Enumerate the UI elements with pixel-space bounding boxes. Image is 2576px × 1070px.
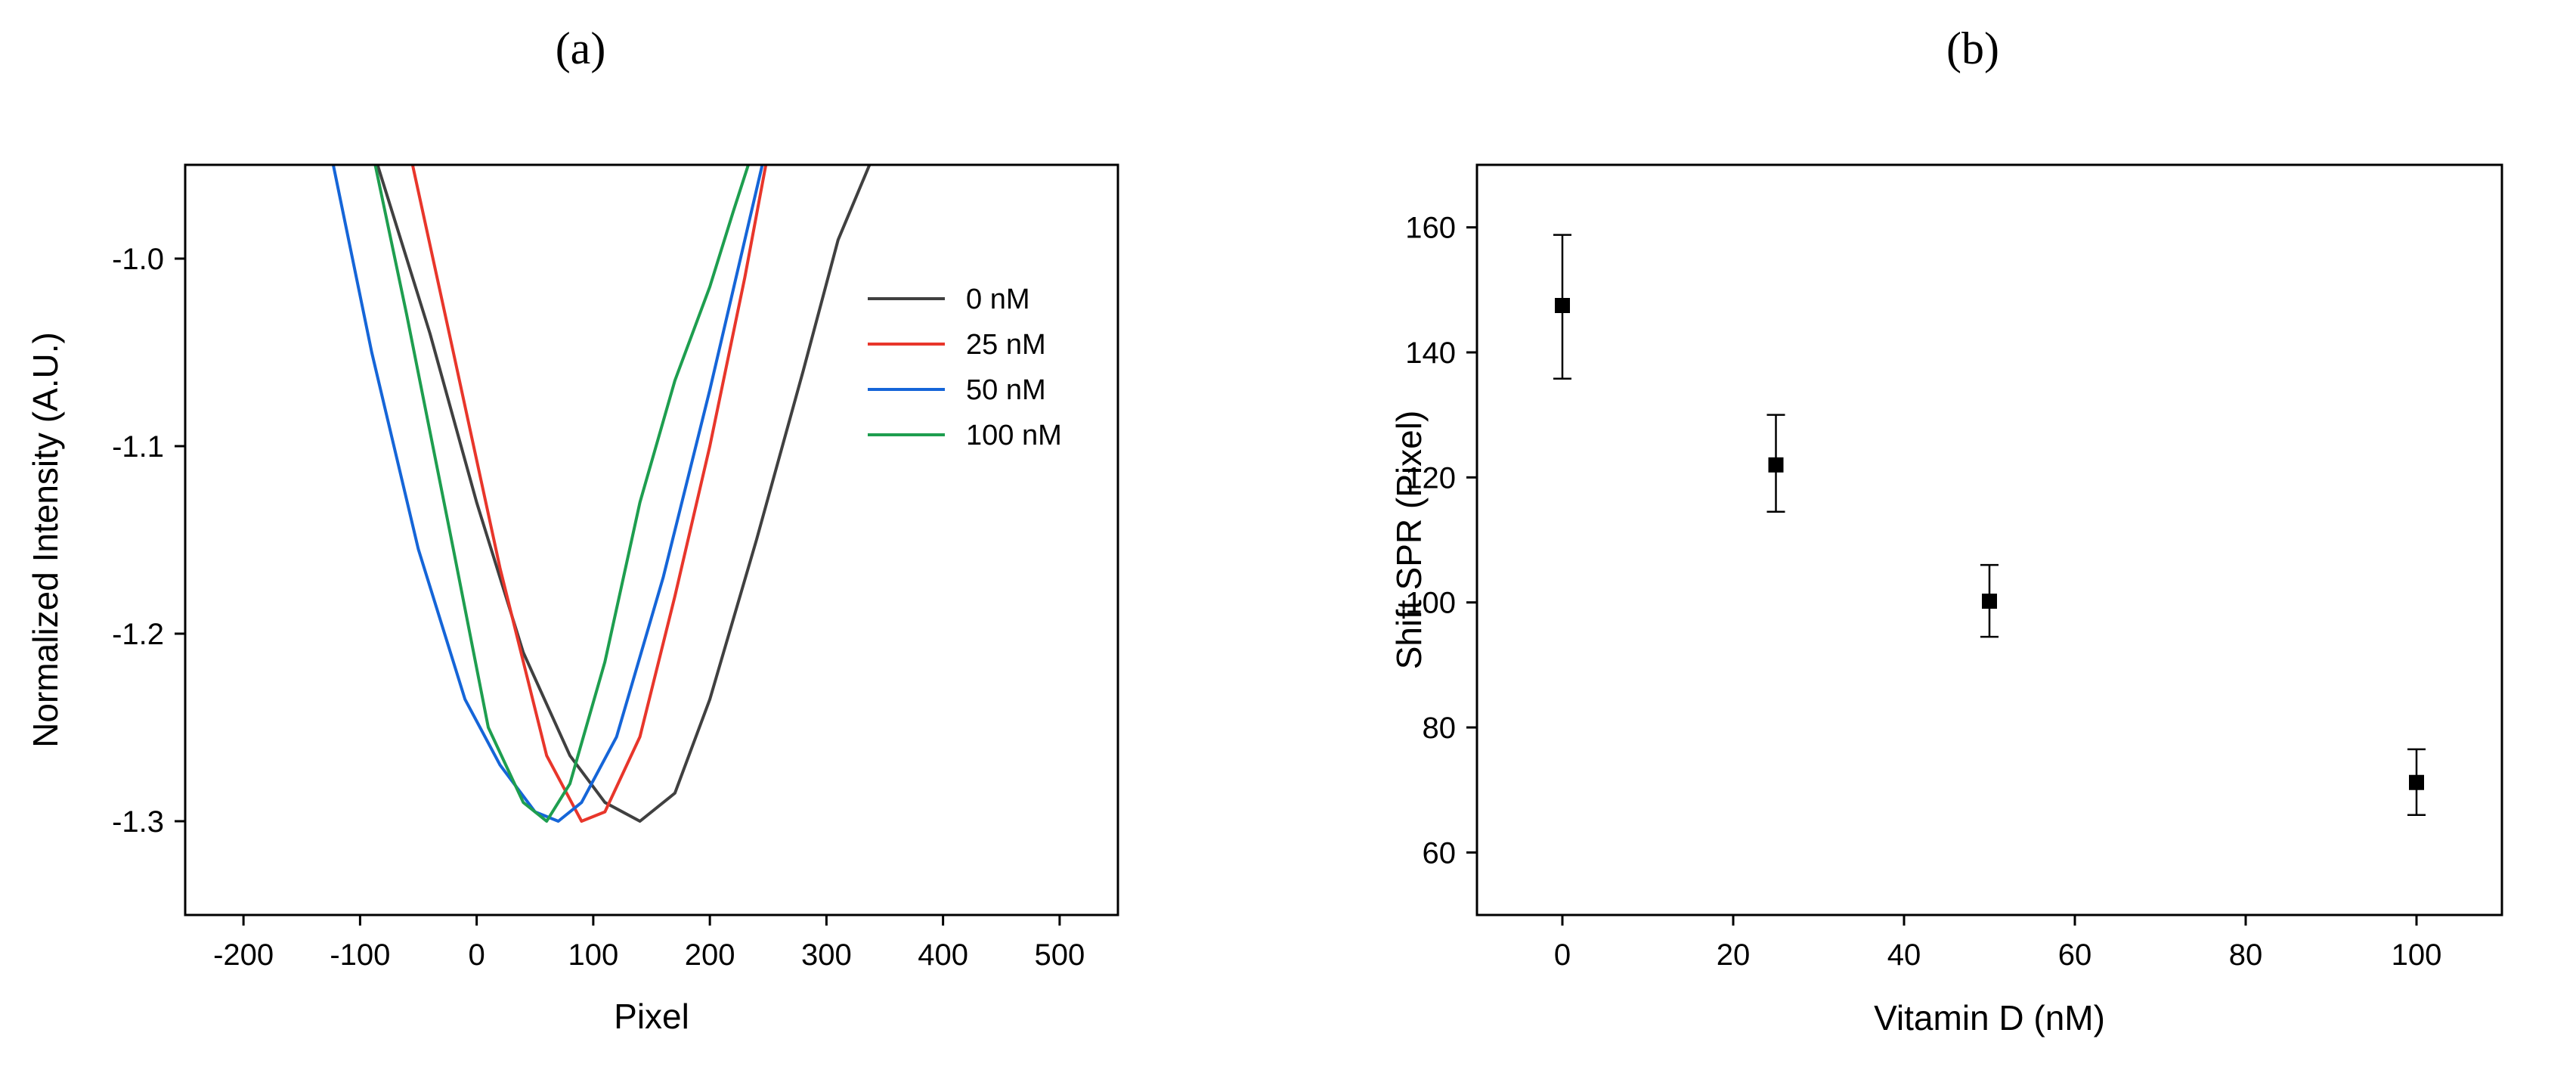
chart-b-frame — [1475, 163, 2503, 916]
y-tick-label: -1.2 — [112, 618, 164, 651]
y-tick-label: 100 — [1405, 587, 1456, 620]
x-tick-label: -200 — [213, 938, 274, 972]
series-line-0-nm — [376, 165, 872, 823]
chart-a-frame — [184, 163, 1119, 916]
x-tick-label: -100 — [330, 938, 390, 972]
series-line-50-nm — [331, 165, 764, 823]
y-axis-title: Normalized Intensity (A.U.) — [26, 332, 65, 748]
panel-a-label: (a) — [556, 23, 606, 73]
x-tick-label: 0 — [1554, 938, 1571, 972]
legend-label: 50 nM — [966, 374, 1046, 406]
data-point — [1982, 594, 1997, 609]
y-tick-label: -1.1 — [112, 430, 164, 464]
y-tick-label: 160 — [1405, 212, 1456, 245]
x-tick-label: 0 — [469, 938, 485, 972]
data-point — [1555, 298, 1570, 313]
x-tick-label: 400 — [918, 938, 968, 972]
y-tick-label: -1.0 — [112, 243, 164, 276]
x-axis-title: Pixel — [614, 997, 689, 1036]
x-tick-label: 300 — [801, 938, 852, 972]
x-tick-label: 500 — [1035, 938, 1085, 972]
x-tick-label: 40 — [1887, 938, 1921, 972]
panel-b-label: (b) — [1946, 23, 1999, 73]
x-tick-label: 60 — [2058, 938, 2092, 972]
x-tick-label: 20 — [1717, 938, 1751, 972]
legend-label: 100 nM — [966, 420, 1062, 451]
y-tick-label: -1.3 — [112, 805, 164, 839]
y-tick-label: 60 — [1423, 836, 1457, 870]
x-tick-label: 100 — [568, 938, 619, 972]
chart-a: -200 -100 0 100 200 300 400 500 -1.0 -1.1 -1.2 -1.3… — [26, 163, 1119, 1036]
legend-label: 0 nM — [966, 284, 1029, 315]
series-line-25-nm — [410, 165, 768, 823]
data-point — [2409, 774, 2424, 790]
y-tick-label: 140 — [1405, 337, 1456, 370]
y-axis-title: Shift SPR (Pixel) — [1389, 411, 1429, 670]
x-tick-label: 80 — [2229, 938, 2263, 972]
chart-b: 0 20 40 60 80 100 60 80 100 120 140 160 Vitamin D (n… — [1389, 163, 2503, 1037]
y-tick-label: 120 — [1405, 461, 1456, 495]
x-axis-title: Vitamin D (nM) — [1874, 998, 2105, 1037]
legend-label: 25 nM — [966, 329, 1046, 361]
y-tick-label: 80 — [1423, 712, 1457, 745]
x-tick-label: 200 — [685, 938, 735, 972]
data-point — [1768, 457, 1784, 473]
x-tick-label: 100 — [2392, 938, 2442, 972]
series-line-100-nm — [373, 165, 750, 823]
